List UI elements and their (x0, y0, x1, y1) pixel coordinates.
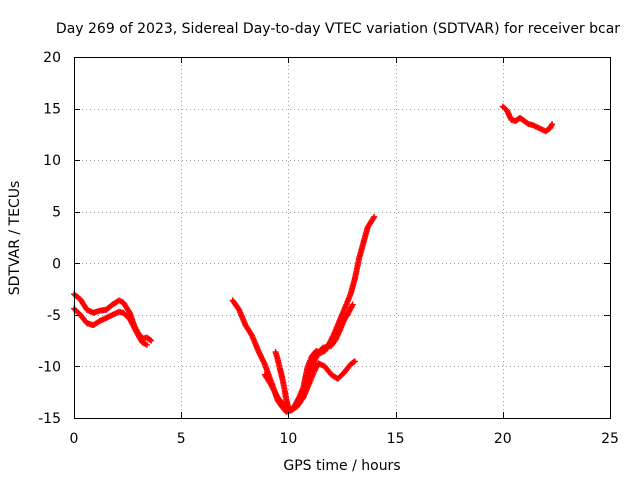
y-tick-label: 20 (43, 50, 61, 66)
data-point-fill (254, 346, 261, 353)
data-point-fill (274, 354, 281, 361)
data-point-fill (82, 304, 89, 311)
series-evening (499, 103, 556, 135)
y-tick-label: -5 (47, 308, 61, 324)
data-point-fill (107, 303, 114, 310)
data-point-fill (317, 346, 324, 353)
data-point-fill (82, 317, 89, 324)
data-point-fill (247, 329, 254, 336)
data-point-fill (350, 359, 357, 366)
series-early-lower (71, 305, 150, 348)
data-point-fill (306, 369, 313, 376)
data-point-fill (285, 403, 292, 410)
series-midday-rise (296, 301, 356, 403)
data-point-fill (345, 363, 352, 370)
data-point-fill (94, 319, 101, 326)
data-point-fill (124, 313, 131, 320)
y-axis-label: SDTVAR / TECUs (7, 181, 23, 296)
plot-frame (74, 57, 611, 419)
x-tick-label: 15 (387, 431, 405, 447)
data-point-fill (342, 303, 349, 310)
data-point-fill (326, 369, 333, 376)
data-point-fill (304, 364, 311, 371)
data-point-fill (336, 328, 343, 335)
data-point-fill (349, 359, 356, 366)
data-point-fill (266, 379, 273, 386)
y-tick-label: 10 (43, 153, 61, 169)
data-point-fill (501, 105, 508, 112)
data-point-fill (360, 241, 367, 248)
series-midday-branch (272, 348, 292, 411)
data-point-fill (147, 336, 154, 343)
x-tick-label: 20 (494, 431, 512, 447)
data-point-fill (279, 400, 286, 407)
series-midday-lower (261, 358, 358, 414)
data-point-fill (261, 360, 268, 367)
data-point-fill (370, 215, 377, 222)
tick-layer (74, 57, 611, 419)
data-point-fill (301, 385, 308, 392)
x-axis-label: GPS time / hours (283, 458, 400, 474)
data-point-fill (528, 121, 535, 128)
data-point-fill (138, 337, 145, 344)
data-point-fill (519, 116, 526, 123)
data-point-fill (75, 309, 82, 316)
data-point-fill (339, 371, 345, 378)
tick-label-layer: 0 5 10 15 20 25 -15 -10 -5 0 5 10 15 20 (38, 50, 619, 447)
y-tick-label: 0 (52, 256, 61, 272)
y-tick-label: 15 (43, 102, 61, 118)
data-point-fill (523, 119, 530, 126)
data-layer (71, 103, 556, 415)
data-point-fill (344, 312, 351, 319)
y-tick-label: -10 (38, 359, 61, 375)
data-point-fill (548, 122, 555, 129)
x-tick-label: 25 (601, 431, 619, 447)
data-point-fill (146, 336, 153, 343)
data-point-fill (142, 341, 149, 348)
data-point-fill (291, 405, 298, 412)
data-point-fill (544, 126, 551, 133)
data-point-fill (75, 294, 82, 301)
x-tick-label: 0 (70, 431, 79, 447)
y-tick-label: -15 (38, 411, 61, 427)
data-point-fill (330, 339, 337, 346)
data-point-fill (369, 216, 376, 223)
data-point-fill (125, 307, 132, 314)
data-point-fill (334, 323, 341, 330)
data-point-fill (346, 292, 353, 299)
data-point-fill (234, 304, 241, 311)
y-tick-label: 5 (52, 205, 61, 221)
x-tick-label: 10 (279, 431, 297, 447)
chart-title: Day 269 of 2023, Sidereal Day-to-day VTE… (56, 21, 620, 37)
data-point-fill (349, 302, 356, 309)
x-tick-label: 5 (177, 431, 186, 447)
data-point-fill (276, 363, 283, 370)
data-point-fill (113, 299, 120, 306)
